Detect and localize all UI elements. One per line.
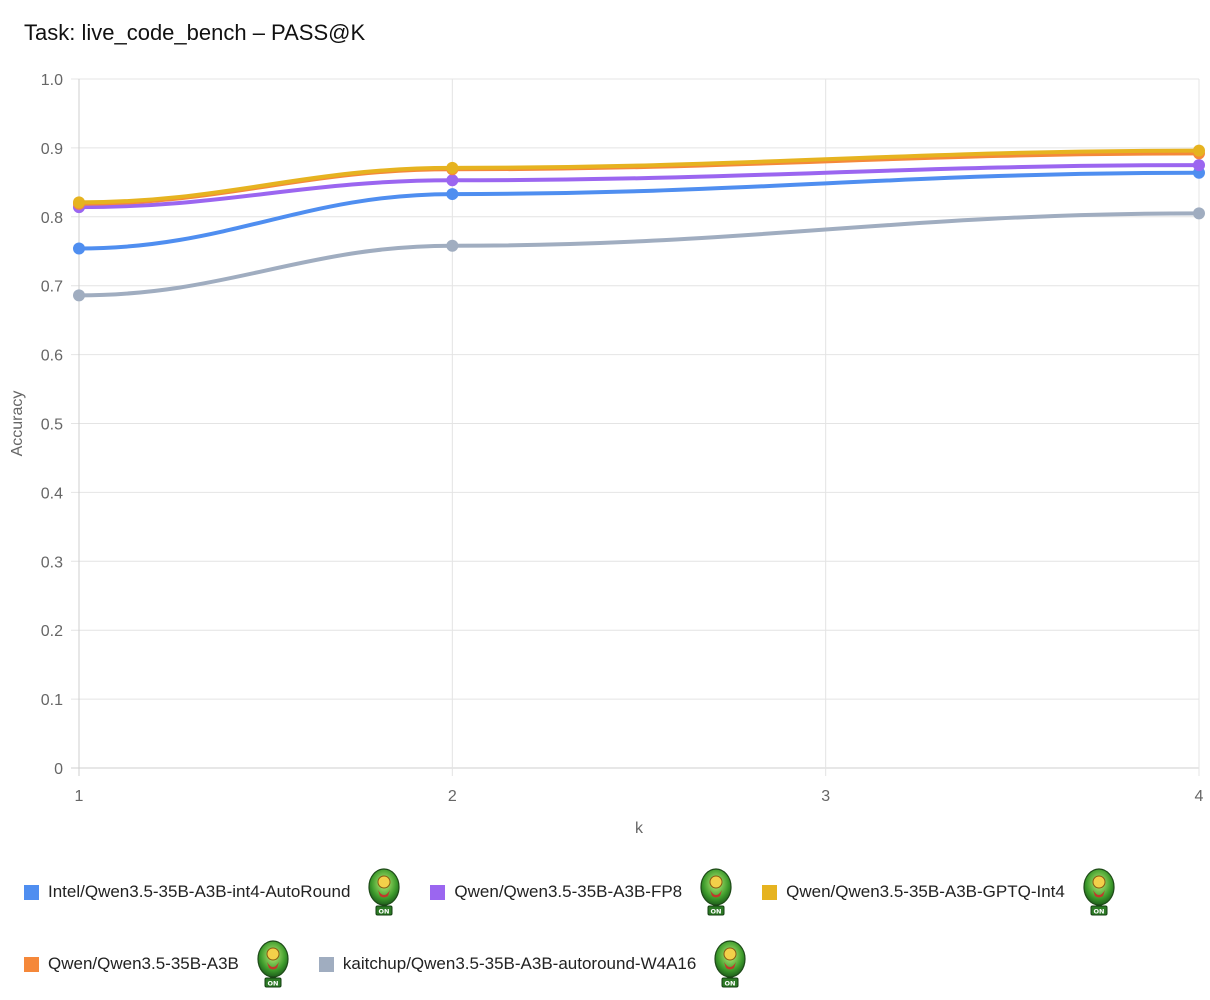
series-line[interactable] [77, 170, 1201, 251]
y-tick-label: 0.1 [41, 692, 63, 709]
onboard-award-icon: ON [368, 868, 401, 916]
onboard-award-icon: ON [257, 940, 289, 988]
y-tick-label: 0.9 [41, 141, 63, 158]
y-tick-label: 0.5 [41, 417, 63, 434]
legend-label: kaitchup/Qwen3.5-35B-A3B-autoround-W4A16 [342, 954, 697, 973]
legend-swatch [762, 884, 778, 900]
x-tick-label: 3 [821, 788, 830, 805]
chart-title: Task: live_code_bench – PASS@K [24, 20, 366, 45]
y-tick-label: 1.0 [41, 72, 63, 89]
legend-item[interactable]: Qwen/Qwen3.5-35B-A3B-FP8 ON [430, 866, 734, 918]
y-tick-label: 0.4 [41, 485, 63, 502]
badge-text: ON [725, 980, 736, 988]
data-point[interactable] [73, 289, 85, 302]
x-tick-label: 4 [1195, 788, 1204, 805]
y-tick-label: 0.6 [41, 348, 63, 365]
badge-text: ON [1093, 908, 1104, 916]
y-tick-label: 0 [54, 761, 63, 778]
onboard-award-icon: ON [714, 940, 746, 988]
legend-item[interactable]: kaitchup/Qwen3.5-35B-A3B-autoround-W4A16… [318, 938, 748, 990]
y-tick-label: 0.7 [41, 279, 63, 296]
data-point[interactable] [446, 161, 459, 174]
legend-item[interactable]: Qwen/Qwen3.5-35B-A3B-GPTQ-Int4 ON [762, 866, 1117, 918]
data-point[interactable] [73, 196, 85, 209]
y-tick-label: 0.3 [41, 554, 63, 571]
y-axis-label: Accuracy [9, 391, 26, 457]
legend-label: Qwen/Qwen3.5-35B-A3B-FP8 [454, 882, 683, 901]
chart-legend: Intel/Qwen3.5-35B-A3B-int4-AutoRound ON Qw… [24, 866, 1194, 990]
legend-swatch [430, 884, 446, 900]
onboard-award-icon: ON [700, 868, 732, 916]
series-4 [73, 207, 1205, 302]
series-line[interactable] [77, 211, 1201, 298]
y-tick-label: 0.2 [41, 623, 63, 640]
badge-text: ON [379, 908, 390, 916]
legend-swatch [24, 884, 39, 900]
x-axis-label: k [635, 820, 644, 837]
legend-item[interactable]: Intel/Qwen3.5-35B-A3B-int4-AutoRound ON [24, 866, 402, 918]
x-tick-label: 2 [448, 788, 457, 805]
badge-text: ON [711, 908, 722, 916]
data-point[interactable] [1193, 159, 1205, 172]
legend-label: Qwen/Qwen3.5-35B-A3B-GPTQ-Int4 [786, 882, 1065, 901]
data-point[interactable] [446, 188, 459, 201]
data-point[interactable] [1193, 144, 1205, 157]
chart-plot: 0 0.1 0.2 0.3 0.4 0.5 0.6 0.7 0.8 0.9 1.0 1 2 3 4 k Accu… [9, 72, 1205, 837]
series-0 [73, 166, 1205, 255]
onboard-award-icon: ON [1083, 868, 1115, 916]
legend-swatch [24, 956, 39, 972]
series-line[interactable] [77, 148, 1201, 205]
legend-item[interactable]: Qwen/Qwen3.5-35B-A3B ON [24, 938, 291, 990]
data-point[interactable] [446, 174, 459, 187]
series-line[interactable] [77, 163, 1201, 210]
legend-label: Qwen/Qwen3.5-35B-A3B [48, 954, 239, 973]
legend-swatch [318, 956, 334, 972]
data-point[interactable] [446, 239, 459, 252]
data-point[interactable] [1193, 207, 1205, 220]
x-tick-label: 1 [75, 788, 84, 805]
y-tick-label: 0.8 [41, 210, 63, 227]
badge-text: ON [267, 980, 278, 988]
data-point[interactable] [73, 242, 85, 255]
legend-label: Intel/Qwen3.5-35B-A3B-int4-AutoRound [48, 882, 351, 901]
series-2 [73, 144, 1205, 209]
